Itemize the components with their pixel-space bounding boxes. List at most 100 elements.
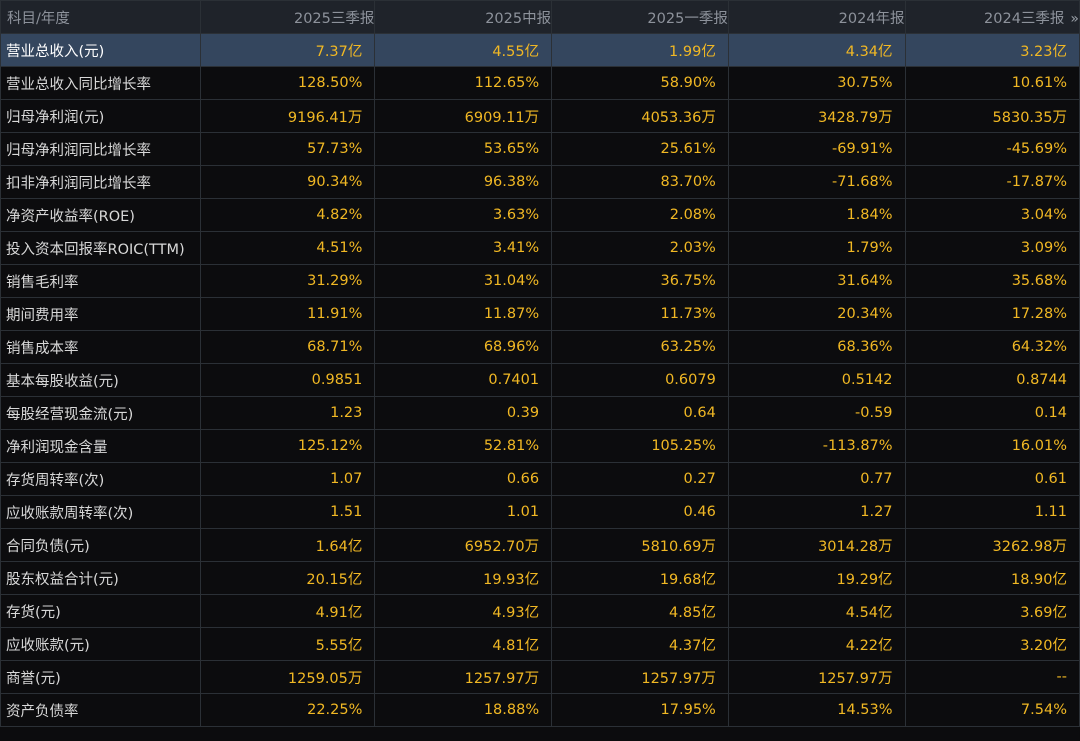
row-value: 83.70% xyxy=(551,165,729,199)
row-value: 3.69亿 xyxy=(904,594,1080,628)
row-value: 1257.97万 xyxy=(374,660,553,694)
row-value: 57.73% xyxy=(199,132,376,166)
row-value: 31.29% xyxy=(199,264,376,298)
table-row[interactable]: 销售成本率 68.71% 68.96% 63.25% 68.36% 64.32% xyxy=(0,330,1080,364)
row-value: 1.99亿 xyxy=(551,33,729,67)
header-period[interactable]: 2025中报 xyxy=(374,0,553,34)
row-value: 0.27 xyxy=(551,462,729,496)
row-value: -0.59 xyxy=(727,396,906,430)
row-label: 销售毛利率 xyxy=(0,264,201,298)
table-row[interactable]: 营业总收入(元) 7.37亿 4.55亿 1.99亿 4.34亿 3.23亿 xyxy=(0,33,1080,67)
row-label: 基本每股收益(元) xyxy=(0,363,201,397)
table-row[interactable]: 存货(元) 4.91亿 4.93亿 4.85亿 4.54亿 3.69亿 xyxy=(0,594,1080,628)
table-row[interactable]: 基本每股收益(元) 0.9851 0.7401 0.6079 0.5142 0.8744 xyxy=(0,363,1080,397)
table-row[interactable]: 扣非净利润同比增长率 90.34% 96.38% 83.70% -71.68% -17.8… xyxy=(0,165,1080,199)
row-value: 58.90% xyxy=(551,66,729,100)
header-period[interactable]: 2025三季报 xyxy=(199,0,376,34)
row-label: 归母净利润同比增长率 xyxy=(0,132,201,166)
row-value: 1257.97万 xyxy=(727,660,906,694)
row-value: 4.81亿 xyxy=(374,627,553,661)
header-period[interactable]: 2025一季报 xyxy=(551,0,729,34)
row-label: 营业总收入(元) xyxy=(0,33,201,67)
row-value: 3.04% xyxy=(904,198,1080,232)
row-label: 应收账款(元) xyxy=(0,627,201,661)
row-value: -17.87% xyxy=(904,165,1080,199)
row-value: 5.55亿 xyxy=(199,627,376,661)
row-value: 1.64亿 xyxy=(199,528,376,562)
header-period-last[interactable]: 2024三季报 » xyxy=(904,0,1080,34)
row-value: 2.08% xyxy=(551,198,729,232)
row-label: 每股经营现金流(元) xyxy=(0,396,201,430)
row-value: 1.79% xyxy=(727,231,906,265)
row-value: 16.01% xyxy=(904,429,1080,463)
row-value: 68.36% xyxy=(727,330,906,364)
row-value: 0.9851 xyxy=(199,363,376,397)
row-value: 1.23 xyxy=(199,396,376,430)
row-value: 22.25% xyxy=(199,693,376,727)
table-row[interactable]: 应收账款(元) 5.55亿 4.81亿 4.37亿 4.22亿 3.20亿 xyxy=(0,627,1080,661)
row-value: 4.82% xyxy=(199,198,376,232)
table-row[interactable]: 存货周转率(次) 1.07 0.66 0.27 0.77 0.61 xyxy=(0,462,1080,496)
row-value: 4.51% xyxy=(199,231,376,265)
table-row[interactable]: 归母净利润(元) 9196.41万 6909.11万 4053.36万 3428.79万… xyxy=(0,99,1080,133)
row-label: 股东权益合计(元) xyxy=(0,561,201,595)
row-value: 18.90亿 xyxy=(904,561,1080,595)
row-value: 6952.70万 xyxy=(374,528,553,562)
table-row[interactable]: 股东权益合计(元) 20.15亿 19.93亿 19.68亿 19.29亿 18.90亿 xyxy=(0,561,1080,595)
row-value: 17.95% xyxy=(551,693,729,727)
row-label: 归母净利润(元) xyxy=(0,99,201,133)
next-periods-icon[interactable]: » xyxy=(1070,10,1079,27)
row-value: 20.15亿 xyxy=(199,561,376,595)
row-value: 18.88% xyxy=(374,693,553,727)
table-row[interactable]: 营业总收入同比增长率 128.50% 112.65% 58.90% 30.75% 10.6… xyxy=(0,66,1080,100)
row-value: 64.32% xyxy=(904,330,1080,364)
row-value: 4.93亿 xyxy=(374,594,553,628)
table-row[interactable]: 归母净利润同比增长率 57.73% 53.65% 25.61% -69.91% -45.6… xyxy=(0,132,1080,166)
row-value: 17.28% xyxy=(904,297,1080,331)
table-row[interactable]: 期间费用率 11.91% 11.87% 11.73% 20.34% 17.28% xyxy=(0,297,1080,331)
row-value: 0.8744 xyxy=(904,363,1080,397)
row-value: 5810.69万 xyxy=(551,528,729,562)
row-label: 商誉(元) xyxy=(0,660,201,694)
row-value: 35.68% xyxy=(904,264,1080,298)
row-label: 存货(元) xyxy=(0,594,201,628)
row-value: 4.34亿 xyxy=(727,33,906,67)
row-label: 营业总收入同比增长率 xyxy=(0,66,201,100)
row-label: 扣非净利润同比增长率 xyxy=(0,165,201,199)
row-value: 20.34% xyxy=(727,297,906,331)
row-value: 90.34% xyxy=(199,165,376,199)
table-row[interactable]: 资产负债率 22.25% 18.88% 17.95% 14.53% 7.54% xyxy=(0,693,1080,727)
table-row[interactable]: 净利润现金含量 125.12% 52.81% 105.25% -113.87% 16.01… xyxy=(0,429,1080,463)
header-subject-year: 科目/年度 xyxy=(0,0,201,34)
row-value: 4.22亿 xyxy=(727,627,906,661)
table-row[interactable]: 应收账款周转率(次) 1.51 1.01 0.46 1.27 1.11 xyxy=(0,495,1080,529)
header-period[interactable]: 2024年报 xyxy=(727,0,906,34)
table-row[interactable]: 净资产收益率(ROE) 4.82% 3.63% 2.08% 1.84% 3.04% xyxy=(0,198,1080,232)
table-row[interactable]: 商誉(元) 1259.05万 1257.97万 1257.97万 1257.97万 -- xyxy=(0,660,1080,694)
row-value: 14.53% xyxy=(727,693,906,727)
table-row[interactable]: 投入资本回报率ROIC(TTM) 4.51% 3.41% 2.03% 1.79% 3.09… xyxy=(0,231,1080,265)
row-value: 125.12% xyxy=(199,429,376,463)
row-label: 销售成本率 xyxy=(0,330,201,364)
row-value: 68.71% xyxy=(199,330,376,364)
row-value: -113.87% xyxy=(727,429,906,463)
table-row[interactable]: 合同负债(元) 1.64亿 6952.70万 5810.69万 3014.28万 3262… xyxy=(0,528,1080,562)
table-row[interactable]: 每股经营现金流(元) 1.23 0.39 0.64 -0.59 0.14 xyxy=(0,396,1080,430)
row-value: 0.66 xyxy=(374,462,553,496)
table-header-row: 科目/年度 2025三季报 2025中报 2025一季报 2024年报 2024… xyxy=(0,0,1080,34)
row-value: -71.68% xyxy=(727,165,906,199)
row-label: 合同负债(元) xyxy=(0,528,201,562)
table-row[interactable]: 销售毛利率 31.29% 31.04% 36.75% 31.64% 35.68% xyxy=(0,264,1080,298)
row-value: 5830.35万 xyxy=(904,99,1080,133)
row-value: 63.25% xyxy=(551,330,729,364)
row-value: 3014.28万 xyxy=(727,528,906,562)
row-value: 1.27 xyxy=(727,495,906,529)
row-value: 1257.97万 xyxy=(551,660,729,694)
header-period-label[interactable]: 2024三季报 xyxy=(984,10,1065,27)
row-value: 52.81% xyxy=(374,429,553,463)
row-value: 3.20亿 xyxy=(904,627,1080,661)
row-value: 19.93亿 xyxy=(374,561,553,595)
row-value: 3262.98万 xyxy=(904,528,1080,562)
row-value: 3.41% xyxy=(374,231,553,265)
row-label: 净利润现金含量 xyxy=(0,429,201,463)
